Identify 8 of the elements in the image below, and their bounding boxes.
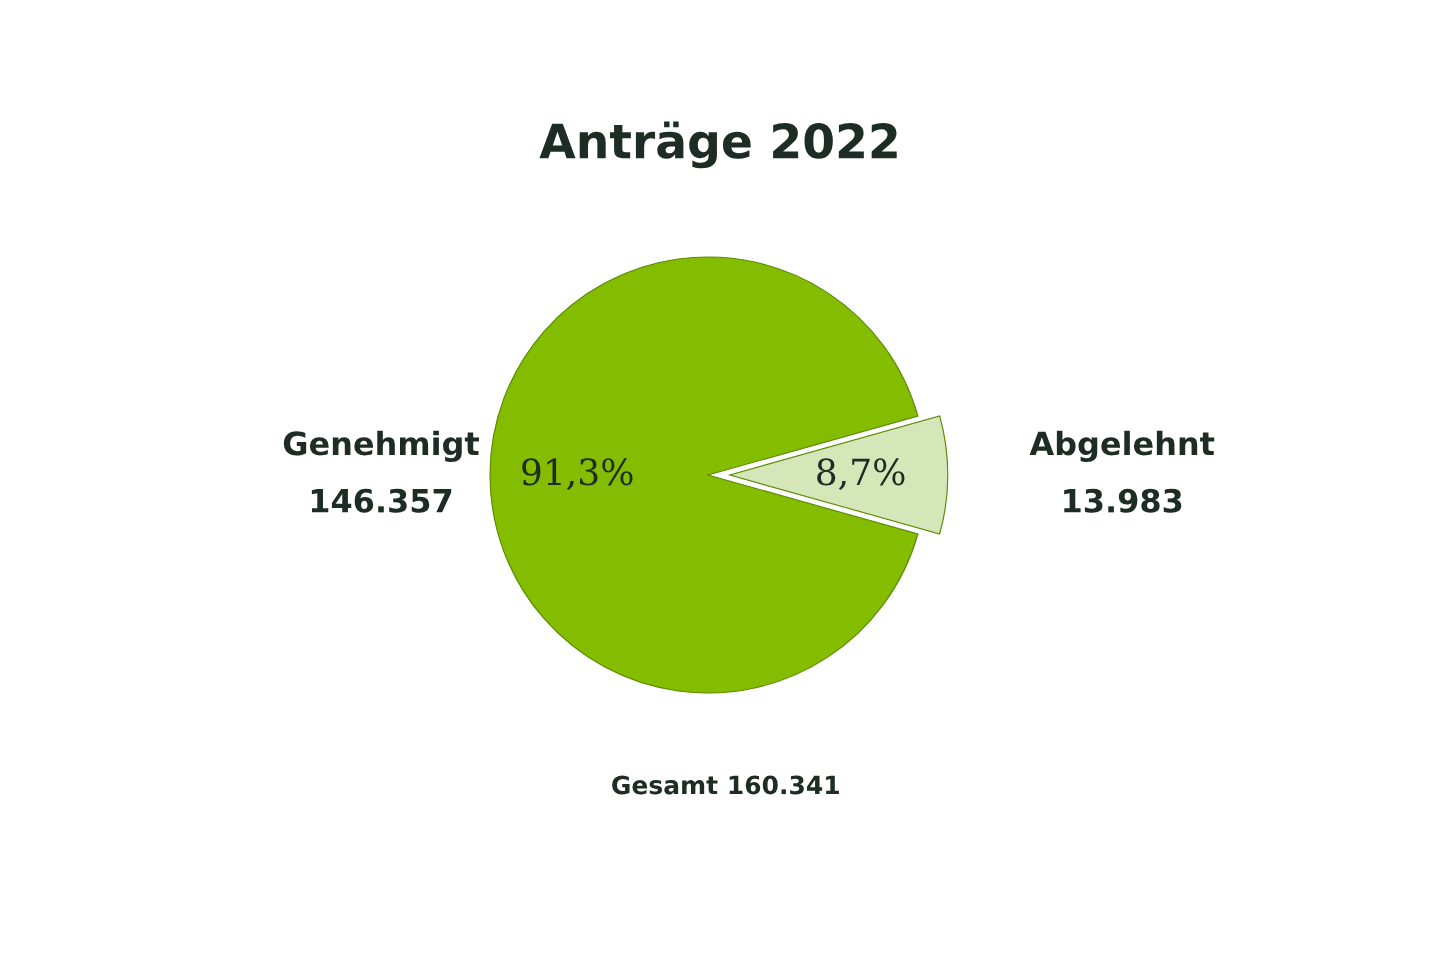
data-label: 13.983: [1064, 488, 1182, 513]
text: 91,3%: [522, 458, 633, 490]
slice-label: Genehmigt: [283, 430, 479, 462]
slice-label: Abgelehnt: [1029, 430, 1215, 462]
text: Gesamt 160.341: [612, 775, 839, 795]
data-label: 146.357: [311, 488, 452, 513]
chart-title: Anträge 2022: [539, 121, 897, 169]
text: 8,7%: [817, 458, 905, 490]
